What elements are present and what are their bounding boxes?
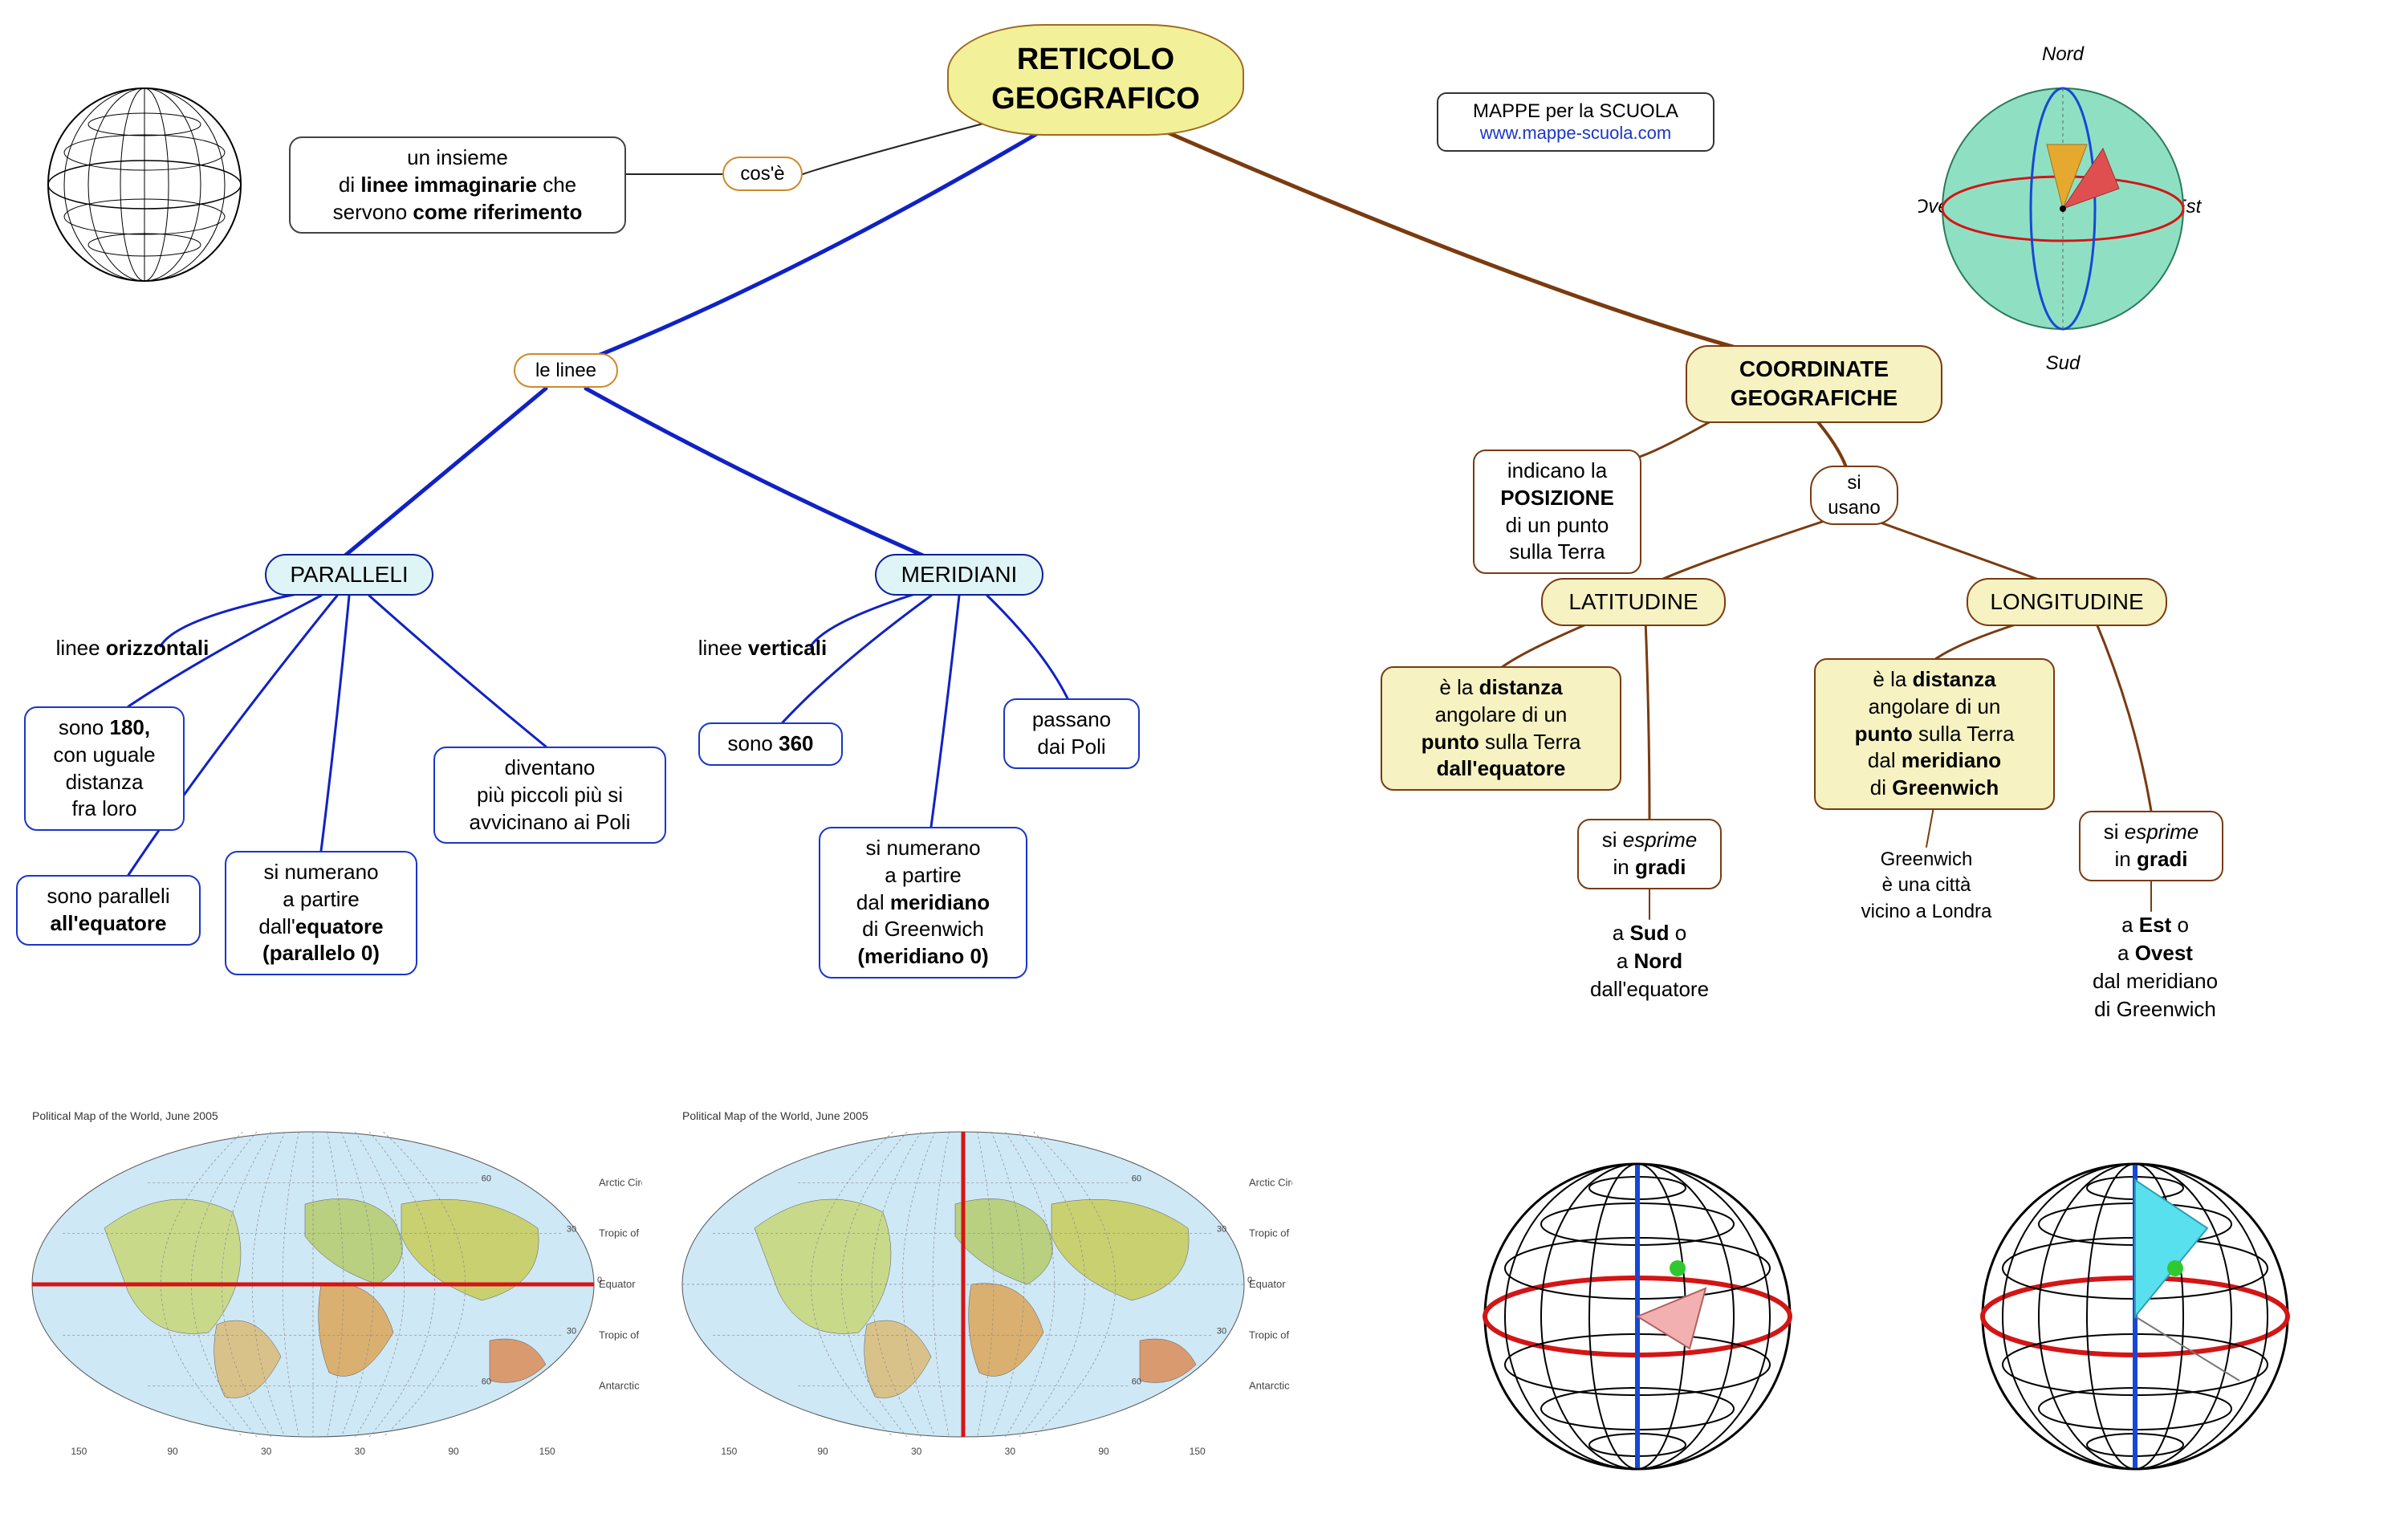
svg-text:150: 150 [1190,1446,1206,1457]
world-map-meridian: Political Map of the World, June 2005 Arc… [666,1100,1292,1481]
node-p180: sono 180,con ugualedistanzafra loro [24,706,185,831]
text-lat-ns: a Sud oa Norddall'equatore [1553,919,1746,1003]
attribution-title: MAPPE per la SCUOLA [1451,100,1700,123]
svg-text:60: 60 [482,1377,491,1387]
globe-longitude [1967,1148,2304,1489]
node-p-piccoli: diventanopiù piccoli più siavvicinano ai… [433,747,666,844]
svg-text:Equator: Equator [1249,1278,1286,1290]
svg-text:30: 30 [911,1446,922,1457]
svg-text:Tropic of Cancer: Tropic of Cancer [599,1227,642,1239]
svg-text:60: 60 [1132,1174,1141,1183]
node-latitudine: LATITUDINE [1541,578,1726,626]
svg-text:Tropic of Cancer: Tropic of Cancer [1249,1227,1292,1239]
svg-text:150: 150 [721,1446,737,1457]
svg-text:30: 30 [567,1326,576,1336]
svg-text:Sud: Sud [2046,352,2081,374]
svg-text:150: 150 [539,1446,555,1457]
node-longitudine: LONGITUDINE [1967,578,2167,626]
svg-text:90: 90 [1098,1446,1109,1457]
globe-colored-topright: Nord Ovest Est Sud [1918,40,2207,381]
globe-latitude [1469,1148,1806,1489]
svg-text:60: 60 [482,1174,491,1183]
svg-text:60: 60 [1132,1377,1141,1387]
attribution-box: MAPPE per la SCUOLA www.mappe-scuola.com [1437,92,1714,152]
node-lat-gradi: si esprimein gradi [1577,819,1722,889]
svg-text:0: 0 [597,1276,602,1285]
node-p-parall: sono paralleliall'equatore [16,875,201,946]
node-title: RETICOLOGEOGRAFICO [947,24,1244,136]
world-map-equator: Political Map of the World, June 2005 Arc… [16,1100,642,1481]
svg-text:Antarctic Circle: Antarctic Circle [1249,1380,1292,1392]
text-lon-eo: a Est oa Ovestdal meridianodi Greenwich [2051,911,2260,1023]
svg-text:Arctic Circle: Arctic Circle [1249,1176,1292,1188]
svg-text:30: 30 [261,1446,272,1457]
node-paralleli: PARALLELI [265,554,433,596]
connector-si-usano: siusano [1810,466,1898,525]
node-coordinate: COORDINATEGEOGRAFICHE [1686,345,1942,423]
globe-wireframe-topleft [40,80,249,293]
concept-map-canvas: MAPPE per la SCUOLA www.mappe-scuola.com… [0,0,2408,1534]
attribution-url: www.mappe-scuola.com [1451,123,1700,144]
svg-text:150: 150 [71,1446,87,1457]
svg-text:90: 90 [167,1446,178,1457]
svg-text:Political Map of the World, Ju: Political Map of the World, June 2005 [32,1109,218,1122]
node-lon-def: è la distanzaangolare di unpunto sulla T… [1814,658,2055,810]
node-m-poli: passanodai Poli [1003,698,1140,769]
svg-text:Equator: Equator [599,1278,636,1290]
text-linee-orizzontali: linee orizzontali [12,634,253,662]
node-lon-gradi: si esprimein gradi [2079,811,2223,881]
svg-text:Arctic Circle: Arctic Circle [599,1176,642,1188]
svg-text:30: 30 [567,1225,576,1235]
node-m-numer: si numeranoa partiredal meridianodi Gree… [819,827,1027,979]
text-lon-greenwich: Greenwichè una cittàvicino a Londra [1822,847,2031,925]
svg-text:30: 30 [355,1446,366,1457]
svg-text:90: 90 [448,1446,459,1457]
svg-text:30: 30 [1217,1326,1226,1336]
svg-text:0: 0 [1247,1276,1252,1285]
svg-text:30: 30 [1217,1225,1226,1235]
connector-le-linee: le linee [514,353,618,388]
text-linee-verticali: linee verticali [662,634,863,662]
connector-cose: cos'è [722,157,803,191]
node-m360: sono 360 [698,722,843,766]
node-lat-def: è la distanzaangolare di unpunto sulla T… [1381,666,1621,791]
svg-text:Political Map of the World, Ju: Political Map of the World, June 2005 [682,1109,868,1122]
node-meridiani: MERIDIANI [875,554,1043,596]
node-p-numer: si numeranoa partiredall'equatore(parall… [225,851,417,975]
svg-text:Tropic of Capricorn: Tropic of Capricorn [599,1329,642,1341]
svg-text:Tropic of Capricorn: Tropic of Capricorn [1249,1329,1292,1341]
node-indicano: indicano laPOSIZIONEdi un puntosulla Ter… [1473,450,1641,574]
svg-text:Nord: Nord [2042,43,2085,65]
svg-text:90: 90 [817,1446,828,1457]
node-insieme: un insiemedi linee immaginarie cheservon… [289,136,626,234]
svg-text:Antarctic Circle: Antarctic Circle [599,1380,642,1392]
svg-text:30: 30 [1005,1446,1016,1457]
